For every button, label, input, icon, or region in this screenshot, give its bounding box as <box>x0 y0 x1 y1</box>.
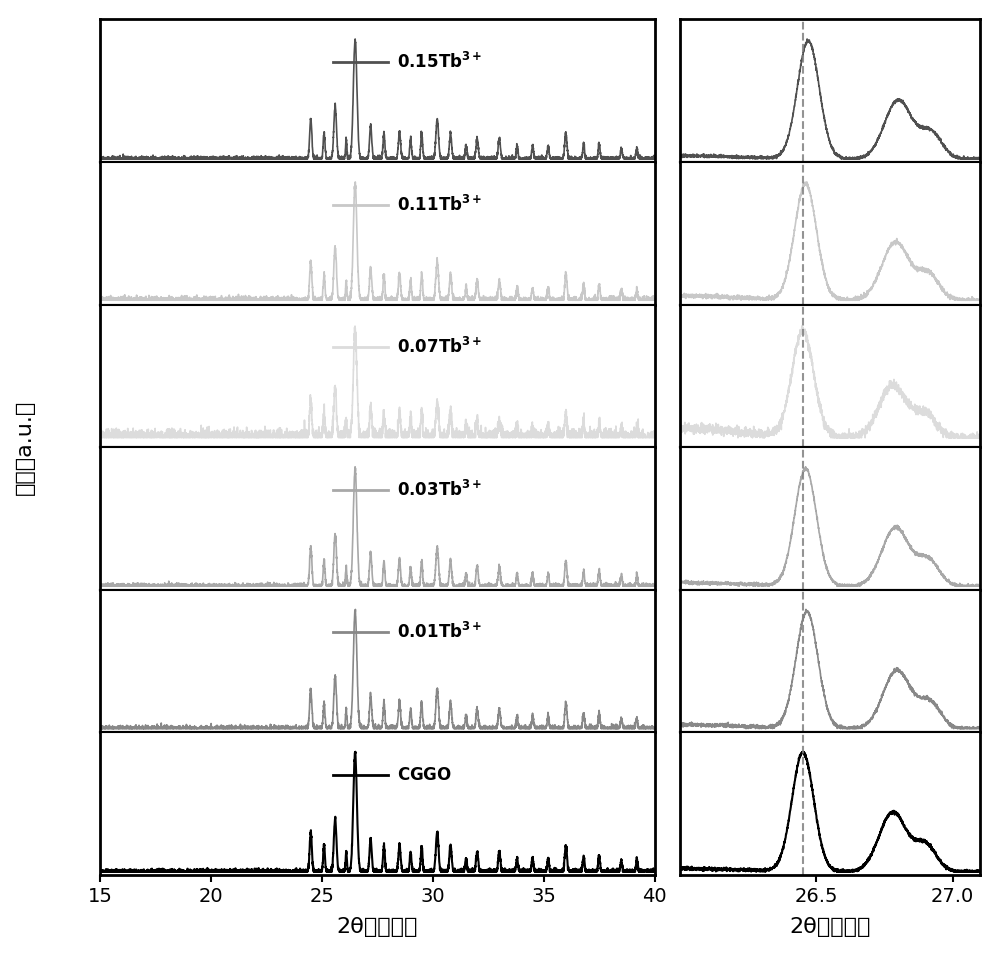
Text: $\mathbf{0.03Tb^{3+}}$: $\mathbf{0.03Tb^{3+}}$ <box>397 480 482 500</box>
Text: 强度（a.u.）: 强度（a.u.） <box>15 399 35 495</box>
Text: $\mathbf{0.01Tb^{3+}}$: $\mathbf{0.01Tb^{3+}}$ <box>397 622 482 642</box>
Text: $\mathbf{0.11Tb^{3+}}$: $\mathbf{0.11Tb^{3+}}$ <box>397 194 482 215</box>
Text: $\mathbf{0.07Tb^{3+}}$: $\mathbf{0.07Tb^{3+}}$ <box>397 337 482 358</box>
X-axis label: 2θ（角度）: 2θ（角度） <box>789 917 871 937</box>
Text: $\mathbf{0.15Tb^{3+}}$: $\mathbf{0.15Tb^{3+}}$ <box>397 52 482 72</box>
X-axis label: 2θ（角度）: 2θ（角度） <box>337 917 418 937</box>
Text: $\mathbf{CGGO}$: $\mathbf{CGGO}$ <box>397 766 452 784</box>
